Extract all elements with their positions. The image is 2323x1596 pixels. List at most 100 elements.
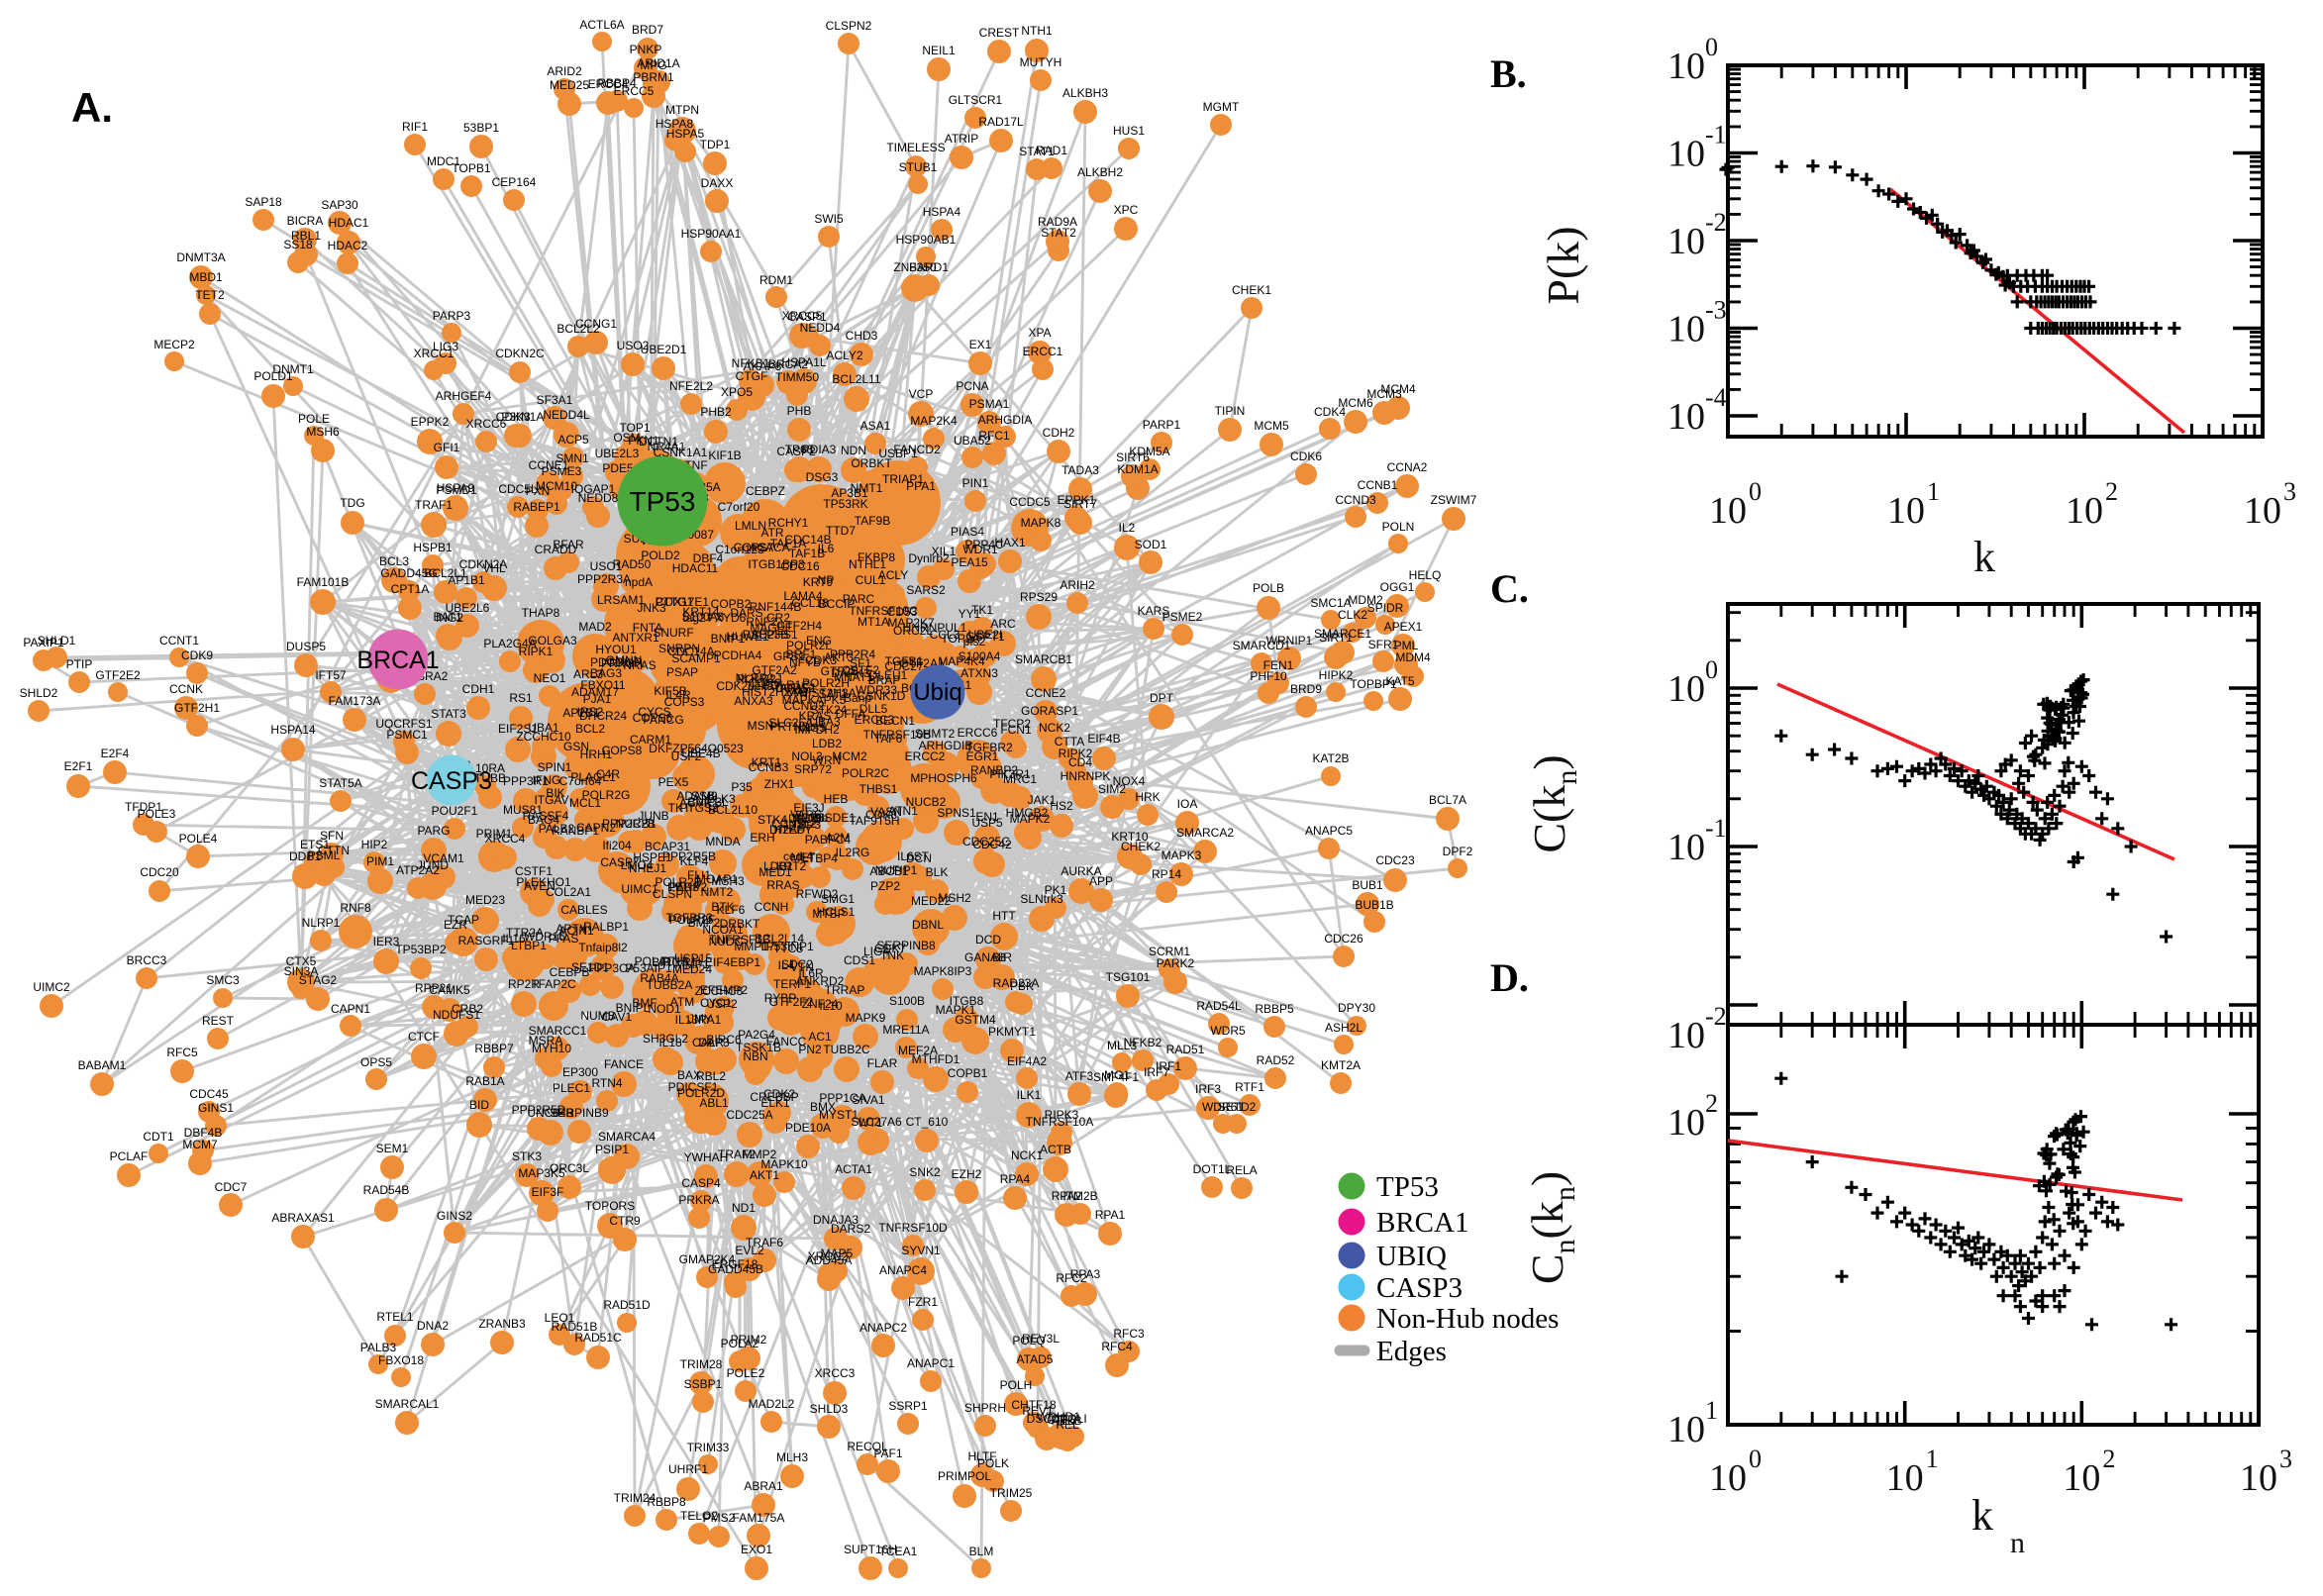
svg-text:COPS2: COPS2 (775, 681, 816, 695)
svg-text:TOP2A: TOP2A (941, 632, 979, 646)
svg-text:ND1: ND1 (732, 1201, 756, 1215)
svg-text:SS18: SS18 (283, 238, 313, 251)
svg-text:PN2: PN2 (798, 1043, 822, 1056)
svg-text:SPIN1: SPIN1 (538, 760, 572, 774)
svg-text:CDK9: CDK9 (181, 648, 213, 662)
svg-text:E2F4: E2F4 (101, 747, 130, 760)
svg-text:BNIP1: BNIP1 (711, 632, 746, 646)
svg-text:RAD51D: RAD51D (603, 1298, 651, 1312)
svg-text:PSML: PSML (308, 848, 341, 862)
svg-text:POLR2G: POLR2G (582, 788, 631, 802)
svg-text:PDIA3: PDIA3 (802, 443, 837, 456)
svg-text:HSPA1L: HSPA1L (781, 355, 826, 369)
svg-text:FBXO18: FBXO18 (378, 1353, 424, 1367)
svg-text:ERH: ERH (750, 831, 774, 845)
svg-text:BCL3: BCL3 (379, 554, 409, 568)
svg-text:IL18: IL18 (658, 1036, 682, 1049)
svg-text:STAT2: STAT2 (1041, 226, 1076, 240)
svg-text:ATR: ATR (760, 526, 783, 540)
svg-text:BRD7: BRD7 (632, 23, 663, 37)
svg-text:PDICSF1: PDICSF1 (668, 1080, 719, 1094)
svg-text:RFC3: RFC3 (1113, 1327, 1145, 1341)
svg-text:HIPK2: HIPK2 (1319, 668, 1354, 682)
svg-text:A.: A. (71, 84, 113, 131)
svg-text:YY1: YY1 (959, 607, 981, 621)
svg-text:MCM5: MCM5 (1254, 419, 1289, 433)
svg-text:PBK: PBK (1010, 979, 1034, 993)
svg-text:TNFRSF10A: TNFRSF10A (1026, 1115, 1094, 1129)
svg-text:ACTL6A: ACTL6A (579, 18, 624, 32)
svg-text:CCNE1: CCNE1 (529, 458, 569, 472)
svg-text:0: 0 (1749, 1445, 1762, 1473)
svg-text:MAPK8: MAPK8 (1021, 516, 1061, 530)
svg-text:OPS5: OPS5 (360, 1055, 392, 1069)
svg-text:MED25: MED25 (550, 78, 589, 92)
svg-text:SAT1: SAT1 (818, 687, 847, 701)
svg-text:ARC: ARC (990, 617, 1016, 631)
svg-text:BTK: BTK (711, 900, 734, 914)
svg-text:RAD50: RAD50 (613, 557, 652, 571)
svg-text:PSAP: PSAP (666, 665, 698, 679)
svg-text:NEO1: NEO1 (534, 671, 566, 685)
svg-text:AP1B1: AP1B1 (448, 573, 485, 587)
svg-text:BCL2L10: BCL2L10 (708, 803, 758, 817)
svg-text:PARC: PARC (843, 592, 875, 606)
svg-text:ZSWIM7: ZSWIM7 (1431, 493, 1477, 507)
svg-text:TERF1: TERF1 (773, 977, 811, 991)
svg-text:PHF10: PHF10 (1250, 669, 1287, 683)
svg-text:RABEP1: RABEP1 (513, 500, 560, 514)
svg-text:KAT2B: KAT2B (1312, 751, 1349, 765)
svg-text:MBD1: MBD1 (189, 270, 223, 284)
svg-text:SWI5: SWI5 (814, 212, 844, 226)
svg-text:UQCRFS1: UQCRFS1 (375, 717, 433, 731)
svg-text:P3K3: P3K3 (501, 410, 531, 424)
svg-text:CASP3: CASP3 (411, 767, 492, 795)
svg-text:IL6ST: IL6ST (897, 849, 930, 863)
svg-text:BECN1: BECN1 (875, 714, 915, 728)
svg-text:TGFBR2: TGFBR2 (965, 741, 1013, 754)
svg-text:10: 10 (1887, 490, 1925, 532)
svg-text:SH3GL2: SH3GL2 (643, 1032, 688, 1046)
svg-text:LMO4: LMO4 (621, 858, 654, 872)
svg-text:HSPE1: HSPE1 (633, 850, 672, 864)
svg-text:DKFZP564O0523: DKFZP564O0523 (649, 742, 744, 755)
svg-text:POLK: POLK (977, 1456, 1009, 1470)
svg-text:RPS29: RPS29 (1020, 590, 1058, 604)
svg-text:CCNK: CCNK (169, 682, 203, 696)
svg-text:FNTA: FNTA (633, 621, 662, 635)
svg-text:1: 1 (1926, 1445, 1939, 1473)
svg-text:HIP2: HIP2 (361, 838, 388, 851)
svg-text:ERGF18: ERGF18 (712, 1257, 758, 1271)
svg-text:PPP3R1: PPP3R1 (503, 774, 549, 788)
svg-text:EX1: EX1 (969, 338, 992, 351)
svg-text:HCLS1: HCLS1 (817, 905, 856, 919)
svg-text:UHRF1: UHRF1 (668, 1462, 708, 1476)
svg-text:MCM2: MCM2 (832, 749, 867, 763)
svg-text:APAF1: APAF1 (779, 681, 816, 695)
svg-text:MSN: MSN (748, 719, 774, 733)
svg-text:MLL3: MLL3 (1107, 1039, 1137, 1052)
svg-text:CR2: CR2 (766, 611, 790, 625)
svg-text:PPA1: PPA1 (906, 479, 936, 493)
svg-text:USP5: USP5 (971, 816, 1003, 830)
svg-text:k: k (1971, 1491, 1993, 1540)
svg-text:SFN: SFN (320, 829, 344, 843)
svg-text:EIF4EBP1: EIF4EBP1 (705, 955, 760, 969)
svg-text:BIR: BIR (992, 950, 1012, 964)
svg-text:DCN: DCN (906, 851, 932, 865)
svg-text:10: 10 (2066, 490, 2103, 532)
svg-text:S100B: S100B (889, 994, 925, 1008)
svg-text:10: 10 (1667, 309, 1705, 350)
svg-text:UBE4B: UBE4B (681, 747, 720, 760)
svg-text:ACIN1: ACIN1 (558, 924, 594, 938)
svg-text:SCAMP1: SCAMP1 (671, 651, 721, 665)
svg-text:GOLGA3: GOLGA3 (528, 634, 577, 648)
svg-text:CCN5L2: CCN5L2 (771, 817, 817, 831)
svg-text:MSRA: MSRA (529, 1034, 563, 1047)
svg-text:CARM1: CARM1 (630, 733, 671, 747)
svg-text:CTX5: CTX5 (286, 954, 317, 968)
svg-text:BIRC6: BIRC6 (706, 1033, 742, 1047)
svg-text:XRCC3: XRCC3 (815, 1366, 856, 1380)
svg-text:YWHAH: YWHAH (684, 1150, 729, 1164)
svg-text:PLAGL1: PLAGL1 (570, 770, 616, 784)
